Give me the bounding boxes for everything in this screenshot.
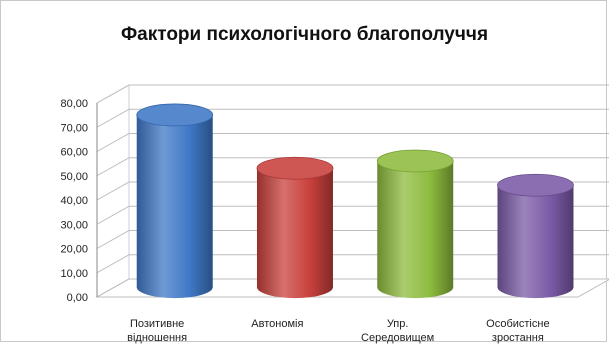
bar-top (137, 104, 213, 126)
y-tick-label: 70,00 (60, 122, 88, 134)
bar-body (257, 168, 333, 298)
y-tick-label: 60,00 (60, 147, 88, 159)
y-axis: 0,00 10,00 20,00 30,00 40,00 50,00 60,00 70,00 8… (60, 98, 97, 304)
bar-top (497, 174, 573, 196)
bar-body (137, 115, 213, 298)
bar-body (377, 161, 453, 298)
x-tick-label: відношення (127, 332, 187, 344)
bar-top (257, 157, 333, 179)
x-tick-label: зростання (492, 332, 544, 344)
bar (497, 174, 573, 298)
y-tick-label: 50,00 (60, 171, 88, 183)
x-axis-labels: Позитивне відношення Автономія Упр. Середови… (127, 318, 549, 344)
y-tick-label: 40,00 (60, 195, 88, 207)
bar (137, 104, 213, 298)
y-tick-label: 80,00 (60, 98, 88, 110)
bar-top (377, 150, 453, 172)
gridline (97, 85, 609, 103)
x-tick-label: Позитивне (130, 318, 184, 330)
x-tick-label: Особистісне (486, 318, 549, 330)
y-tick-label: 30,00 (60, 219, 88, 231)
bar-body (497, 185, 573, 298)
bar (377, 150, 453, 298)
y-tick-label: 10,00 (60, 268, 88, 280)
x-tick-label: Автономія (251, 318, 303, 330)
x-tick-label: Середовищем (361, 332, 434, 344)
y-tick-label: 20,00 (60, 244, 88, 256)
bar (257, 157, 333, 298)
y-tick-label: 0,00 (67, 292, 88, 304)
x-tick-label: Упр. (387, 318, 409, 330)
